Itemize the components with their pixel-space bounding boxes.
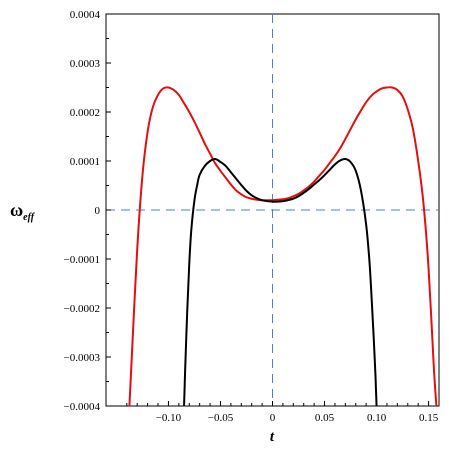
series-line-0 (128, 86, 438, 407)
y-tick-label-5: −0.0001 (64, 254, 100, 266)
y-tick-label-6: −0.0002 (64, 303, 100, 315)
x-axis-title: t (270, 429, 275, 445)
y-tick-label-3: 0.0001 (70, 156, 100, 168)
x-tick-label-5: 0.15 (419, 412, 439, 424)
plot-area: 0.0004 0.0003 0.0002 0.0001 0 −0.0001 −0.0002 −… (64, 9, 440, 424)
y-tick-label-0: 0.0004 (70, 9, 101, 21)
series-line-1 (183, 157, 378, 407)
reference-lines (106, 14, 439, 406)
x-tick-label-3: 0.05 (315, 412, 335, 424)
x-tick-label-1: −0.05 (208, 412, 234, 424)
series-layer (128, 86, 438, 407)
y-tick-label-2: 0.0002 (70, 107, 100, 119)
y-tick-label-4: 0 (95, 205, 101, 217)
y-axis-title-main: ω (10, 200, 23, 220)
x-tick-label-2: 0 (270, 412, 276, 424)
y-tick-label-1: 0.0003 (70, 58, 101, 70)
y-axis-title: ωeff (10, 200, 36, 223)
x-axis-ticks: −0.10 −0.05 0 0.05 0.10 0.15 (126, 401, 440, 424)
y-axis-ticks: 0.0004 0.0003 0.0002 0.0001 0 −0.0001 −0.0002 −… (64, 9, 111, 413)
x-tick-label-0: −0.10 (156, 412, 182, 424)
y-axis-title-sub: eff (23, 212, 36, 223)
y-tick-label-7: −0.0003 (64, 352, 101, 364)
y-tick-label-8: −0.0004 (64, 401, 101, 413)
x-tick-label-4: 0.10 (367, 412, 387, 424)
